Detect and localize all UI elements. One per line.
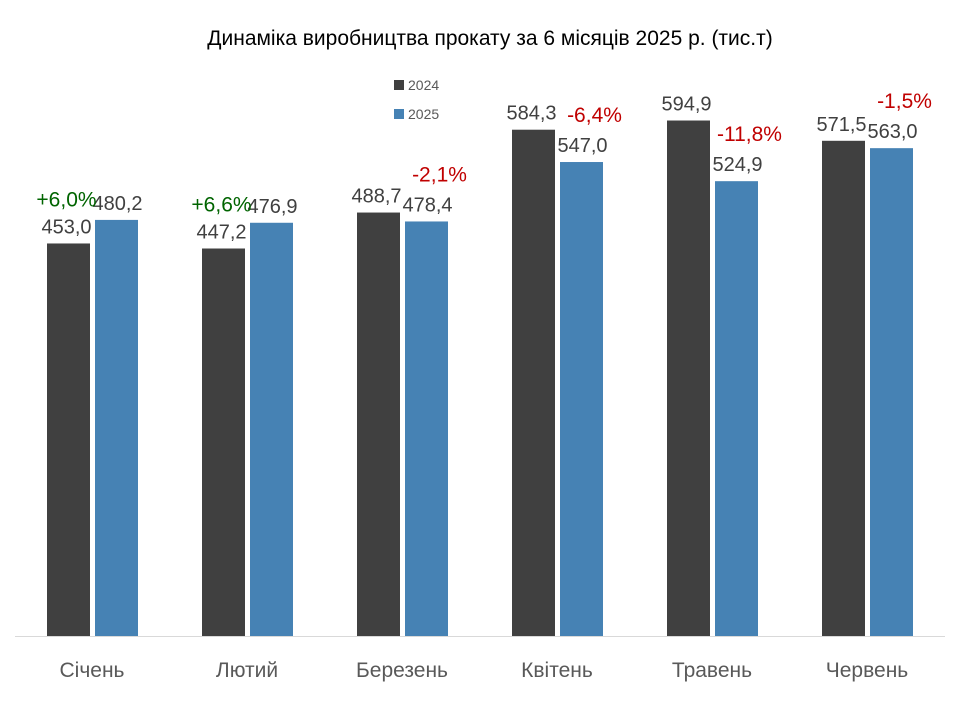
- value-label-2024-5: 571,5: [816, 114, 866, 136]
- change-label-5: -1,5%: [877, 90, 932, 113]
- value-label-2025-5: 563,0: [867, 121, 917, 143]
- bar-2024-5: [822, 140, 865, 637]
- bars-group: [47, 120, 913, 637]
- change-label-2: -2,1%: [412, 163, 467, 186]
- bar-2024-3: [512, 129, 555, 637]
- value-label-2025-3: 547,0: [557, 135, 607, 157]
- change-label-4: -11,8%: [717, 123, 782, 146]
- legend-swatch-2024: [394, 80, 404, 90]
- chart-title: Динаміка виробництва прокату за 6 місяці…: [207, 27, 772, 50]
- bar-2024-2: [357, 212, 400, 636]
- value-label-2024-1: 447,2: [196, 222, 246, 244]
- value-label-2025-4: 524,9: [712, 154, 762, 176]
- legend-label-2025: 2025: [408, 106, 439, 122]
- change-label-1: +6,6%: [191, 194, 251, 217]
- value-label-2024-4: 594,9: [661, 94, 711, 116]
- value-label-2025-2: 478,4: [402, 194, 452, 216]
- category-labels-group: Січень Лютий Березень Квітень Травень Червень: [60, 659, 909, 682]
- value-label-2024-3: 584,3: [506, 103, 556, 125]
- legend: 2024 2025: [394, 77, 439, 122]
- value-label-2025-0: 480,2: [92, 193, 142, 215]
- category-label-5: Червень: [826, 659, 909, 682]
- legend-label-2024: 2024: [408, 77, 439, 93]
- change-label-0: +6,0%: [36, 188, 96, 211]
- bar-2025-3: [560, 162, 603, 636]
- bar-2025-2: [405, 221, 448, 636]
- value-label-2025-1: 476,9: [247, 196, 297, 218]
- category-label-0: Січень: [60, 659, 125, 682]
- value-label-2024-0: 453,0: [41, 216, 91, 238]
- category-label-1: Лютий: [216, 659, 278, 682]
- bar-2024-0: [47, 243, 90, 636]
- bar-2025-1: [250, 222, 293, 636]
- change-labels-group: +6,0% +6,6% -2,1% -6,4% -11,8% -1,5%: [36, 90, 932, 216]
- category-label-4: Травень: [672, 659, 752, 682]
- bar-2024-4: [667, 120, 710, 636]
- bar-2025-0: [95, 219, 138, 637]
- bar-2024-1: [202, 248, 245, 636]
- category-label-2: Березень: [356, 659, 448, 682]
- bar-2025-5: [870, 148, 913, 636]
- legend-swatch-2025: [394, 109, 404, 119]
- bar-2025-4: [715, 181, 758, 637]
- category-label-3: Квітень: [521, 659, 593, 682]
- value-label-2024-2: 488,7: [351, 186, 401, 208]
- change-label-3: -6,4%: [567, 104, 622, 127]
